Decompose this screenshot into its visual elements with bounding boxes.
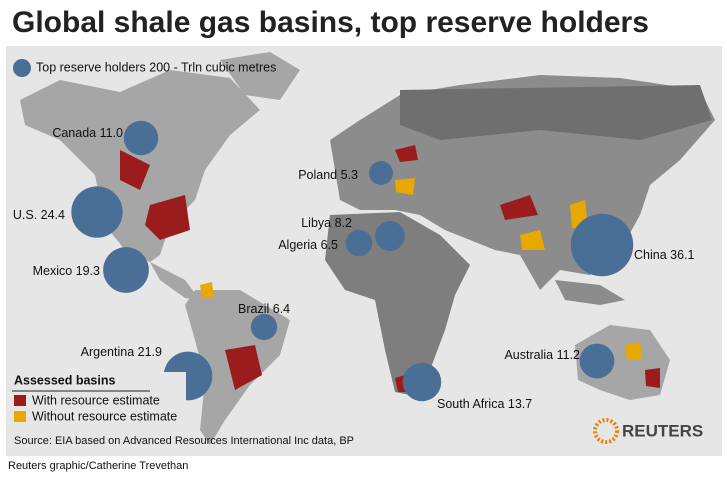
basin [145, 195, 190, 240]
credit: Reuters graphic/Catherine Trevethan [8, 460, 188, 472]
title: Global shale gas basins, top reserve hol… [12, 6, 649, 39]
basin [645, 368, 660, 388]
country-name: Australia [504, 348, 553, 362]
reserve-value: 8.2 [335, 216, 352, 230]
greenland [220, 52, 300, 100]
country-name: China [634, 248, 667, 262]
reserve-bubble [570, 213, 634, 277]
africa [325, 212, 470, 395]
country-label: South Africa 13.7 [437, 397, 532, 411]
bubbles: Canada 11.0 U.S. 24.4 Mexico 19.3 Argentina… [13, 120, 695, 411]
country-label: Mexico 19.3 [33, 264, 100, 278]
legend-swatch [14, 395, 26, 406]
basins-legend: Assessed basins With resource estimate W… [8, 372, 186, 430]
legend-item: Without resource estimate [32, 409, 177, 423]
reserve-bubble [345, 229, 373, 257]
logo-text: REUTERS [622, 421, 703, 440]
country-name: Poland [298, 168, 337, 182]
country-name: Libya [301, 216, 331, 230]
country-name: Mexico [33, 264, 73, 278]
country-name: Argentina [81, 345, 135, 359]
country-name: South Africa [437, 397, 504, 411]
country-label: China 36.1 [634, 248, 695, 262]
basin [625, 342, 642, 360]
central-america [150, 262, 200, 300]
country-label: Australia 11.2 [504, 348, 580, 362]
country-label: Argentina 21.9 [81, 345, 162, 359]
legend-text: Top reserve holders 200 - Trln cubic met… [36, 60, 276, 74]
country-name: Algeria [278, 238, 317, 252]
logo-mark [593, 418, 619, 444]
reserve-bubble [71, 186, 123, 238]
legend-item: With resource estimate [32, 393, 160, 407]
country-label: Brazil 6.4 [238, 302, 290, 316]
reserve-bubble [375, 221, 405, 251]
legend-box [8, 372, 186, 430]
country-name: Canada [52, 126, 96, 140]
reserve-value: 6.4 [273, 302, 290, 316]
country-label: Libya 8.2 [301, 216, 352, 230]
source: Source: EIA based on Advanced Resources … [14, 435, 354, 447]
country-name: U.S. [13, 208, 37, 222]
reserve-bubble [103, 247, 149, 293]
basin [395, 145, 418, 162]
basin [120, 150, 150, 190]
reserve-value: 24.4 [41, 208, 65, 222]
basin [225, 345, 262, 390]
legend-swatch [14, 411, 26, 422]
legend-dot [13, 59, 31, 77]
reserve-value: 11.0 [100, 126, 123, 140]
reserve-value: 6.5 [321, 238, 338, 252]
country-label: U.S. 24.4 [13, 208, 65, 222]
country-name: Brazil [238, 302, 269, 316]
reserve-bubble [369, 161, 393, 185]
reserve-value: 21.9 [138, 345, 162, 359]
southeast-asia [555, 280, 625, 305]
country-label: Poland 5.3 [298, 168, 358, 182]
basin [520, 230, 545, 250]
reserve-value: 36.1 [670, 248, 694, 262]
reserve-bubble [579, 343, 615, 379]
reserve-bubble [402, 362, 442, 402]
country-label: Canada 11.0 [52, 126, 123, 140]
russia [400, 85, 712, 140]
basin [500, 195, 538, 220]
country-label: Algeria 6.5 [278, 238, 338, 252]
basin [395, 178, 415, 195]
basin [200, 282, 214, 298]
reserve-value: 19.3 [76, 264, 100, 278]
reserve-value: 11.2 [557, 348, 580, 362]
reserve-value: 5.3 [341, 168, 358, 182]
reserve-value: 13.7 [508, 397, 532, 411]
reserve-bubble [250, 313, 278, 341]
map [20, 52, 715, 445]
reserve-bubble [123, 120, 159, 156]
reuters-logo: REUTERS [593, 418, 703, 444]
legend-title: Assessed basins [14, 373, 115, 387]
